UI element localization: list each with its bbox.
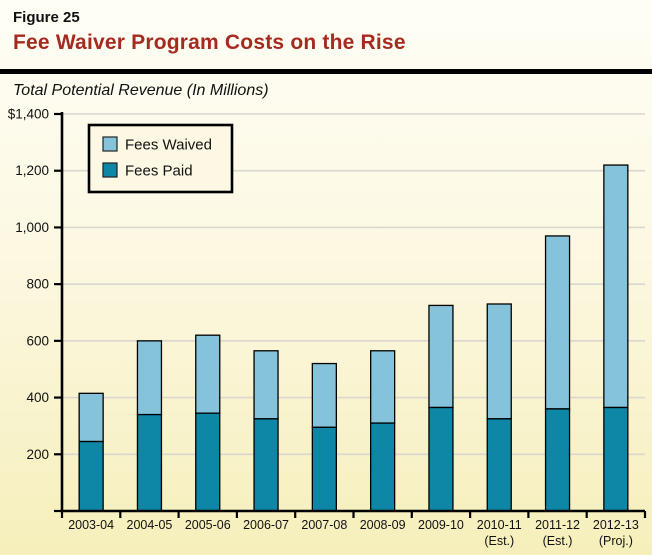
bar-segment-fees-paid — [603, 406, 629, 512]
bar-segment-fees-waived — [311, 362, 338, 428]
figure-label: Figure 25 — [13, 9, 80, 26]
x-tick-label-note: (Est.) — [484, 534, 514, 548]
bar-segment-fees-paid — [428, 406, 454, 512]
legend-label-fees-waived: Fees Waived — [125, 137, 212, 154]
bar-segment-fees-waived — [369, 350, 396, 424]
x-tick-label: 2005-06 — [185, 518, 231, 532]
bar-segment-fees-paid — [253, 418, 279, 512]
bar-segment-fees-waived — [78, 392, 104, 443]
bar-segment-fees-paid — [486, 418, 512, 512]
y-tick-label: 400 — [26, 390, 49, 405]
bar-segment-fees-paid — [369, 422, 396, 512]
page-title: Fee Waiver Program Costs on the Rise — [13, 31, 406, 54]
y-tick-label: 200 — [26, 447, 49, 462]
x-tick-label: 2003-04 — [68, 518, 114, 532]
title-rule — [0, 69, 652, 74]
y-tick-label: 1,000 — [15, 220, 49, 235]
y-tick-label: 800 — [26, 277, 49, 292]
bar-segment-fees-paid — [78, 440, 104, 512]
bar-segment-fees-paid — [544, 408, 571, 512]
x-tick-label: 2004-05 — [127, 518, 173, 532]
bar-segment-fees-paid — [136, 413, 163, 512]
x-tick-label-note: (Proj.) — [599, 534, 633, 548]
y-tick-label: $1,400 — [8, 107, 49, 122]
bar-segment-fees-waived — [136, 340, 163, 416]
bar-segment-fees-paid — [311, 426, 338, 512]
legend-label-fees-paid: Fees Paid — [125, 163, 193, 180]
bar-segment-fees-waived — [486, 303, 512, 420]
x-tick-label: 2007-08 — [301, 518, 347, 532]
x-tick-label: 2006-07 — [243, 518, 289, 532]
y-tick-label: 600 — [26, 333, 49, 348]
legend-swatch-fees-waived — [102, 136, 118, 152]
bar-segment-fees-waived — [253, 350, 279, 420]
x-tick-label: 2010-11 — [477, 518, 522, 532]
stacked-bar-chart: 200 400 600 800 1,000 1,200 $1,400 2003-04 2004-… — [8, 107, 647, 548]
x-tick-label: 2012-13 — [593, 518, 639, 532]
bar-segment-fees-waived — [603, 164, 629, 409]
y-tick-label: 1,200 — [15, 163, 49, 178]
bar-segment-fees-waived — [544, 235, 571, 410]
bar-segment-fees-waived — [428, 304, 454, 409]
legend-swatch-fees-paid — [102, 162, 118, 178]
bar-segment-fees-waived — [195, 334, 221, 414]
x-tick-label: 2008-09 — [360, 518, 406, 532]
x-tick-label: 2011-12 — [535, 518, 580, 532]
chart-subtitle: Total Potential Revenue (In Millions) — [13, 82, 269, 99]
bar-segment-fees-paid — [195, 412, 221, 512]
x-tick-label: 2009-10 — [418, 518, 464, 532]
legend — [87, 123, 234, 194]
x-tick-label-note: (Est.) — [543, 534, 573, 548]
